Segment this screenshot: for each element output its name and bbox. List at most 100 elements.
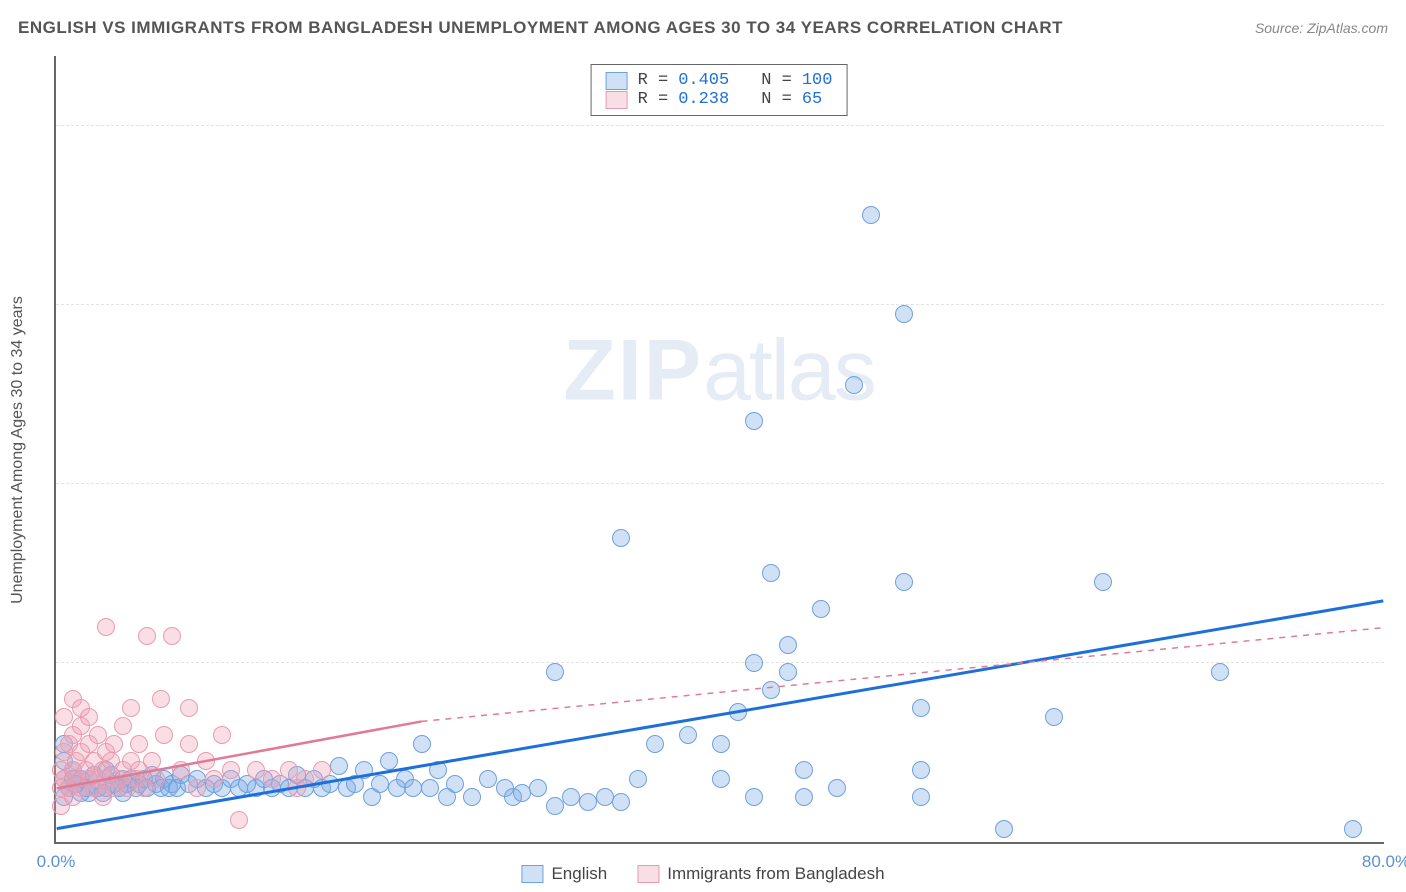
stat-r-label: R = [638, 90, 669, 109]
legend-swatch [606, 91, 628, 109]
data-point [80, 708, 98, 726]
data-point [546, 797, 564, 815]
data-point [712, 735, 730, 753]
data-point [479, 770, 497, 788]
data-point [380, 752, 398, 770]
data-point [105, 735, 123, 753]
data-point [147, 770, 165, 788]
data-point [546, 663, 564, 681]
data-point [463, 788, 481, 806]
data-point [729, 703, 747, 721]
data-point [114, 717, 132, 735]
data-point [421, 779, 439, 797]
y-tick-label: 60.0% [1394, 277, 1406, 297]
data-point [529, 779, 547, 797]
legend-swatch [637, 865, 659, 883]
data-point [188, 779, 206, 797]
data-point [912, 699, 930, 717]
data-point [745, 412, 763, 430]
source-label: Source: ZipAtlas.com [1255, 20, 1388, 36]
data-point [222, 761, 240, 779]
data-point [779, 636, 797, 654]
data-point [795, 761, 813, 779]
stats-legend-row: R =0.238N = 65 [606, 90, 833, 109]
stat-n-value: 65 [802, 90, 822, 109]
gridline [56, 125, 1384, 126]
trend-lines-layer [56, 56, 1384, 842]
data-point [313, 761, 331, 779]
data-point [163, 627, 181, 645]
data-point [596, 788, 614, 806]
data-point [762, 564, 780, 582]
series-legend: English Immigrants from Bangladesh [521, 864, 884, 884]
data-point [180, 699, 198, 717]
data-point [446, 775, 464, 793]
x-tick-label: 0.0% [37, 852, 76, 872]
data-point [912, 761, 930, 779]
data-point [89, 726, 107, 744]
data-point [213, 726, 231, 744]
data-point [230, 811, 248, 829]
legend-label: Immigrants from Bangladesh [667, 864, 884, 884]
data-point [355, 761, 373, 779]
data-point [371, 775, 389, 793]
stats-legend-row: R =0.405N =100 [606, 71, 833, 90]
title-bar: ENGLISH VS IMMIGRANTS FROM BANGLADESH UN… [18, 18, 1388, 38]
data-point [130, 735, 148, 753]
data-point [1211, 663, 1229, 681]
stat-r-value: 0.405 [678, 71, 729, 90]
data-point [330, 757, 348, 775]
data-point [404, 779, 422, 797]
data-point [845, 376, 863, 394]
data-point [296, 770, 314, 788]
data-point [762, 681, 780, 699]
plot-area: 0.0%80.0% [54, 56, 1384, 844]
y-tick-label: 20.0% [1394, 635, 1406, 655]
gridline [56, 662, 1384, 663]
gridline [56, 304, 1384, 305]
data-point [562, 788, 580, 806]
stat-n-value: 100 [802, 71, 833, 90]
data-point [1045, 708, 1063, 726]
data-point [862, 206, 880, 224]
data-point [612, 529, 630, 547]
legend-swatch [606, 72, 628, 90]
data-point [912, 788, 930, 806]
stats-legend: R = 0.405 N = 100R =0.238N = 65 [591, 64, 848, 116]
data-point [779, 663, 797, 681]
x-tick-label: 80.0% [1362, 852, 1406, 872]
data-point [812, 600, 830, 618]
data-point [513, 784, 531, 802]
data-point [828, 779, 846, 797]
data-point [138, 627, 156, 645]
data-point [55, 708, 73, 726]
data-point [895, 573, 913, 591]
data-point [143, 752, 161, 770]
data-point [895, 305, 913, 323]
y-axis-label: Unemployment Among Ages 30 to 34 years [9, 296, 27, 604]
stat-n-label: N = [761, 90, 792, 109]
data-point [155, 726, 173, 744]
data-point [122, 699, 140, 717]
legend-swatch [521, 865, 543, 883]
legend-item: Immigrants from Bangladesh [637, 864, 884, 884]
data-point [745, 788, 763, 806]
trend-line-dashed [422, 628, 1384, 722]
data-point [1094, 573, 1112, 591]
gridline [56, 483, 1384, 484]
y-tick-label: 80.0% [1394, 98, 1406, 118]
data-point [205, 770, 223, 788]
chart-container: ZIPatlas 0.0%80.0% Unemployment Among Ag… [54, 56, 1384, 844]
data-point [745, 654, 763, 672]
data-point [579, 793, 597, 811]
data-point [612, 793, 630, 811]
data-point [172, 761, 190, 779]
data-point [1344, 820, 1362, 838]
data-point [795, 788, 813, 806]
data-point [247, 761, 265, 779]
legend-item: English [521, 864, 607, 884]
data-point [712, 770, 730, 788]
data-point [197, 752, 215, 770]
stat-n-label: N = [761, 71, 792, 90]
chart-title: ENGLISH VS IMMIGRANTS FROM BANGLADESH UN… [18, 18, 1063, 38]
